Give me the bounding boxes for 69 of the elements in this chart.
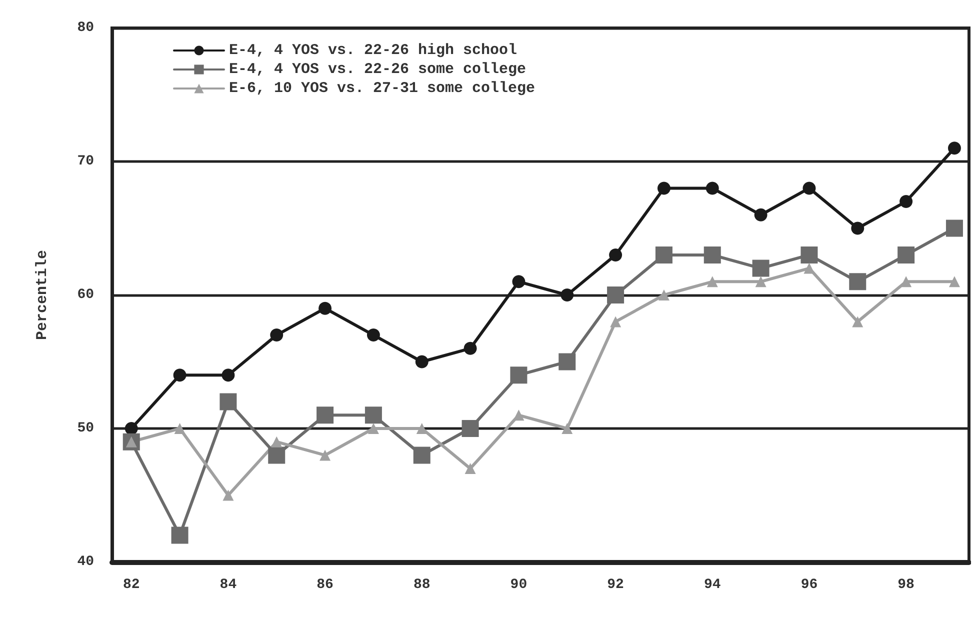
- x-tick-label: 84: [220, 577, 237, 593]
- legend-label: E-4, 4 YOS vs. 22-26 high school: [229, 42, 518, 59]
- point: [562, 423, 573, 434]
- point: [898, 246, 915, 264]
- point: [512, 275, 526, 288]
- x-tick-label: 92: [607, 577, 624, 593]
- point: [271, 436, 282, 448]
- point: [413, 446, 430, 464]
- point: [900, 195, 913, 208]
- point: [318, 302, 332, 315]
- point: [366, 328, 380, 342]
- point: [513, 410, 524, 421]
- x-tick-label: 86: [316, 577, 334, 593]
- point: [609, 248, 622, 262]
- point: [800, 246, 818, 264]
- x-tick-label: 90: [510, 577, 528, 593]
- point: [173, 368, 186, 382]
- point: [849, 273, 866, 290]
- point: [755, 276, 766, 288]
- point: [464, 342, 477, 355]
- point: [316, 406, 334, 424]
- point: [752, 260, 770, 277]
- x-tick-label: 88: [413, 577, 430, 593]
- point: [900, 276, 912, 288]
- point: [610, 316, 622, 328]
- y-tick-label: 50: [77, 420, 94, 436]
- point: [416, 423, 428, 434]
- point: [802, 182, 816, 195]
- point: [852, 316, 864, 328]
- point: [655, 246, 672, 264]
- point: [222, 368, 235, 382]
- point: [124, 422, 138, 435]
- point: [415, 355, 428, 368]
- y-axis-title: Percentile: [34, 250, 51, 340]
- point: [704, 246, 721, 264]
- point: [851, 222, 864, 235]
- point: [754, 208, 768, 222]
- point: [607, 286, 624, 304]
- point: [510, 366, 528, 384]
- x-tick-label: 98: [898, 577, 914, 593]
- legend-label: E-6, 10 YOS vs. 27-31 some college: [229, 80, 536, 97]
- legend-label: E-4, 4 YOS vs. 22-26 some college: [229, 61, 526, 78]
- point: [558, 353, 576, 370]
- point: [948, 142, 961, 155]
- point: [948, 276, 960, 288]
- y-tick-label: 80: [77, 20, 94, 36]
- x-tick-label: 96: [800, 577, 818, 593]
- y-tick-label: 70: [77, 154, 94, 170]
- point: [706, 276, 718, 288]
- point: [706, 182, 719, 195]
- point: [222, 490, 234, 501]
- x-tick-label: 94: [704, 577, 721, 593]
- x-tick-label: 82: [122, 577, 140, 593]
- point: [464, 463, 476, 474]
- point: [220, 393, 237, 410]
- y-tick-label: 40: [77, 554, 94, 570]
- point: [174, 423, 186, 434]
- point: [560, 288, 574, 302]
- point: [946, 220, 963, 237]
- point: [364, 406, 382, 424]
- point: [270, 328, 284, 342]
- point: [320, 450, 331, 461]
- point: [657, 182, 670, 195]
- point: [268, 446, 286, 464]
- point: [658, 290, 670, 300]
- point: [171, 526, 188, 544]
- y-tick-label: 60: [77, 287, 94, 303]
- point: [462, 420, 479, 437]
- point: [368, 423, 379, 434]
